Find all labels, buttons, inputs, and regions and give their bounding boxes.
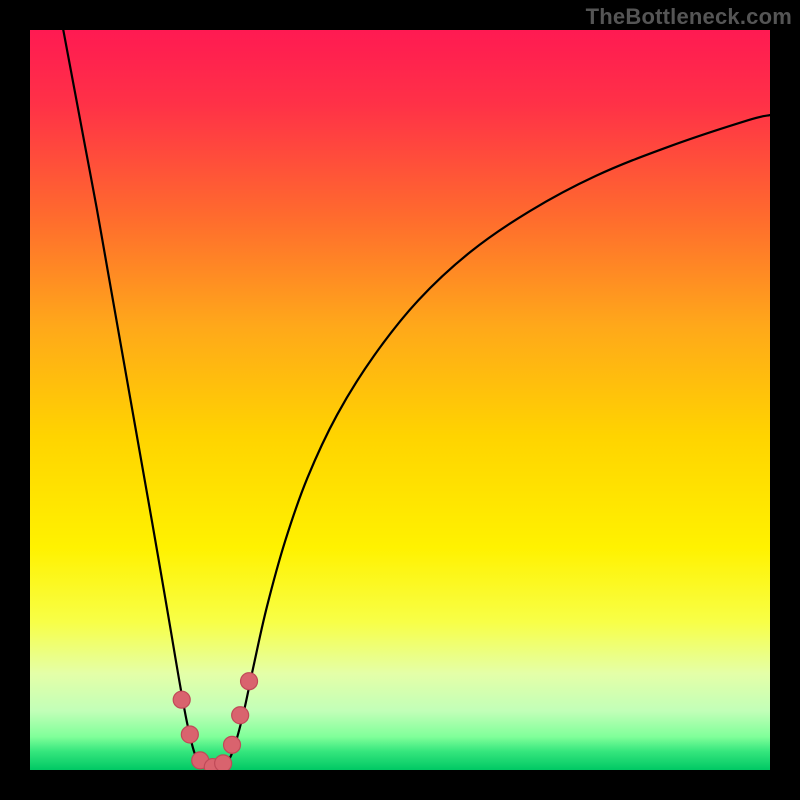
figure-root: TheBottleneck.com (0, 0, 800, 800)
curve-marker (241, 673, 258, 690)
curve-marker (181, 726, 198, 743)
curve-marker (224, 736, 241, 753)
plot-area (30, 30, 770, 770)
watermark-text: TheBottleneck.com (586, 4, 792, 30)
gradient-background (30, 30, 770, 770)
curve-marker (215, 755, 232, 770)
chart-svg (30, 30, 770, 770)
curve-marker (173, 691, 190, 708)
curve-marker (232, 707, 249, 724)
